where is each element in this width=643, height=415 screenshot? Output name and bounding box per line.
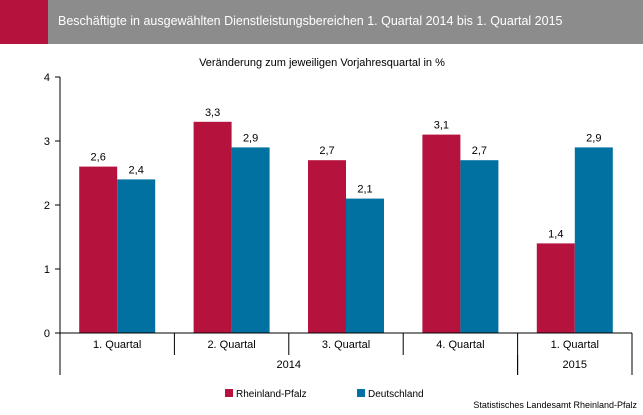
y-tick-label: 0 — [44, 328, 50, 340]
data-label: 2,9 — [586, 132, 601, 144]
y-tick-label: 4 — [44, 72, 50, 84]
bar-rheinland-pfalz — [422, 134, 461, 333]
bar-deutschland — [117, 179, 156, 333]
bar-deutschland — [574, 147, 613, 333]
bar-deutschland — [460, 160, 499, 333]
y-axis: 0 1 2 3 4 — [44, 72, 61, 340]
x-tick-label: 3. Quartal — [322, 339, 370, 351]
legend: Rheinland-Pfalz Deutschland — [225, 389, 424, 400]
bar-deutschland — [346, 198, 384, 333]
x-tick-label: 2. Quartal — [207, 339, 255, 351]
page-title: Beschäftigte in ausgewählten Dienstleist… — [58, 14, 563, 28]
y-tick-label: 1 — [44, 264, 50, 276]
bar-rheinland-pfalz — [536, 243, 575, 333]
data-label: 3,3 — [205, 107, 220, 119]
year-label: 2014 — [277, 359, 301, 371]
data-label: 2,7 — [319, 145, 334, 157]
data-label: 2,9 — [243, 132, 258, 144]
bar-rheinland-pfalz — [308, 160, 346, 333]
y-tick-label: 3 — [44, 136, 50, 148]
chart-title: Veränderung zum jeweiligen Vorjahresquar… — [199, 57, 445, 69]
data-label: 1,4 — [548, 228, 563, 240]
data-label: 2,6 — [91, 152, 106, 164]
data-label: 2,4 — [129, 164, 144, 176]
x-tick-label: 1. Quartal — [551, 339, 599, 351]
x-tick-label: 1. Quartal — [93, 339, 141, 351]
bar-rheinland-pfalz — [79, 166, 118, 333]
legend-swatch-deutschland — [357, 389, 365, 397]
header-accent — [0, 0, 48, 44]
legend-swatch-rheinland-pfalz — [225, 389, 233, 397]
bar-deutschland — [231, 147, 270, 333]
data-label: 3,1 — [434, 120, 449, 132]
data-label: 2,1 — [357, 184, 372, 196]
source-note: Statistisches Landesamt Rheinland-Pfalz — [473, 400, 637, 410]
header-bar: Beschäftigte in ausgewählten Dienstleist… — [0, 0, 643, 44]
y-tick-label: 2 — [44, 200, 50, 212]
bars: 2,6 2,4 3,3 2,9 2,7 2,1 3,1 2,7 1,4 2,9 — [79, 107, 613, 333]
legend-label: Rheinland-Pfalz — [236, 389, 307, 400]
x-tick-label: 4. Quartal — [436, 339, 484, 351]
year-label: 2015 — [563, 359, 587, 371]
data-label: 2,7 — [472, 145, 487, 157]
bar-rheinland-pfalz — [193, 121, 232, 333]
x-axis: 1. Quartal 2. Quartal 3. Quartal 4. Quartal… — [59, 332, 633, 375]
legend-label: Deutschland — [368, 389, 424, 400]
bar-chart: Veränderung zum jeweiligen Vorjahresquar… — [44, 57, 638, 410]
